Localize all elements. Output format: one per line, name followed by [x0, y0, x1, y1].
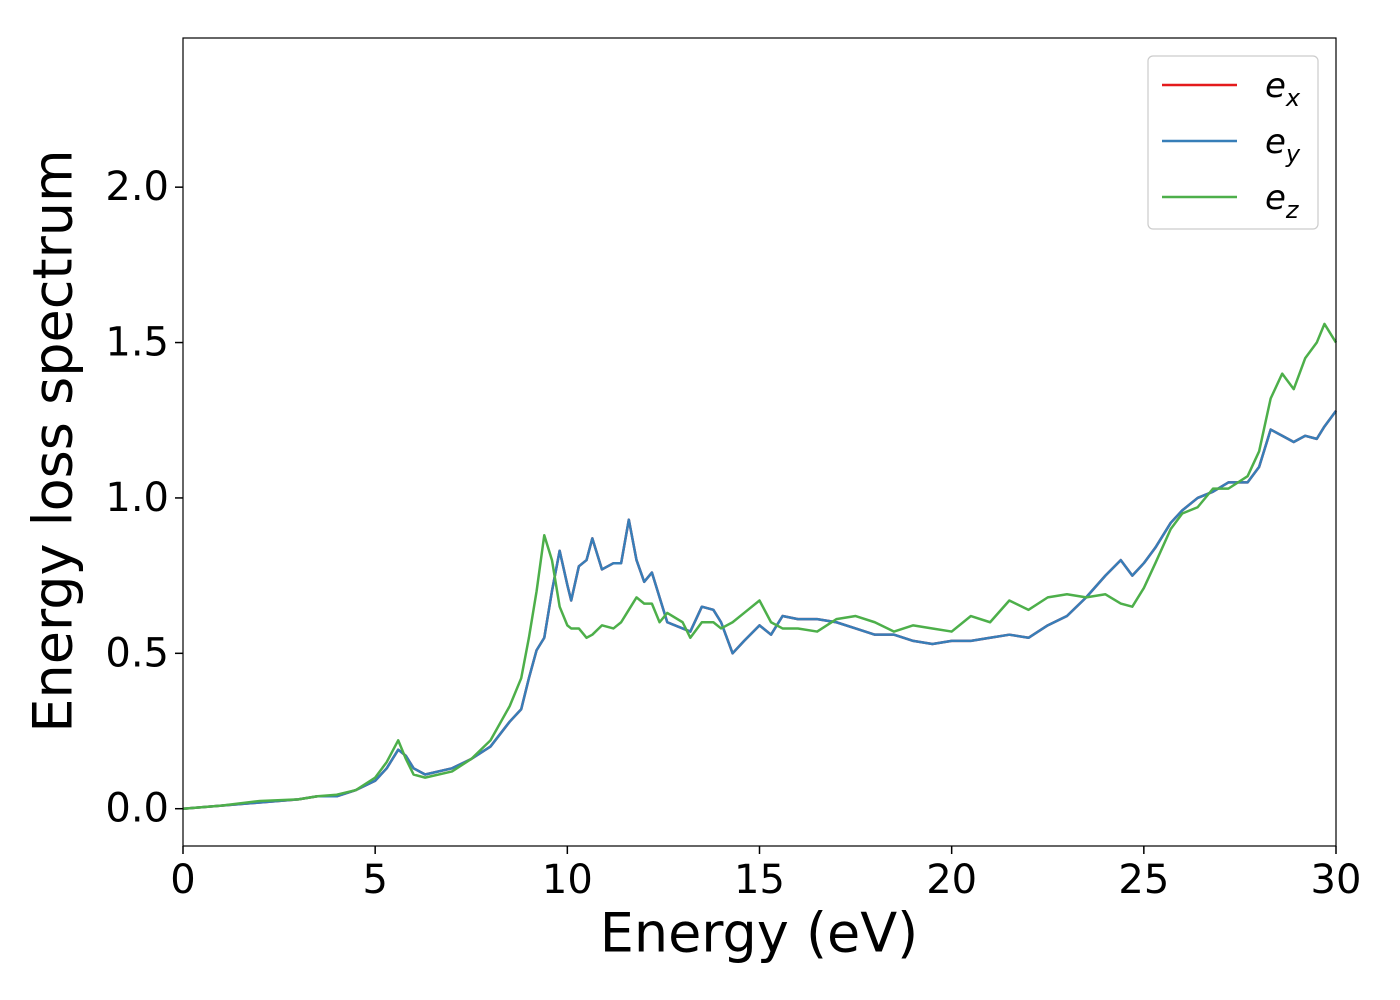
- x-tick-label: 5: [362, 857, 387, 903]
- legend-label: ey: [1265, 122, 1301, 168]
- legend-label: ez: [1265, 178, 1300, 224]
- legend-box: [1147, 55, 1319, 230]
- y-tick-label: 2.0: [105, 164, 169, 210]
- plot-frame: [182, 37, 1337, 847]
- y-tick-label: 1.5: [105, 320, 169, 366]
- y-tick-label: 0.0: [105, 786, 169, 832]
- x-tick-label: 0: [170, 857, 195, 903]
- y-tick-label: 0.5: [105, 630, 169, 676]
- x-axis-label: Energy (eV): [600, 902, 919, 965]
- x-tick-label: 30: [1311, 857, 1362, 903]
- series-line: [182, 322, 1338, 810]
- y-axis-label: Energy loss spectrum: [22, 149, 85, 732]
- x-tick-label: 20: [926, 857, 977, 903]
- legend-label: ex: [1265, 66, 1301, 112]
- x-tick-label: 25: [1118, 857, 1169, 903]
- x-tick-label: 15: [734, 857, 785, 903]
- series-line: [182, 410, 1338, 810]
- y-tick-label: 1.0: [105, 475, 169, 521]
- x-tick-label: 10: [542, 857, 593, 903]
- series-line: [182, 410, 1338, 810]
